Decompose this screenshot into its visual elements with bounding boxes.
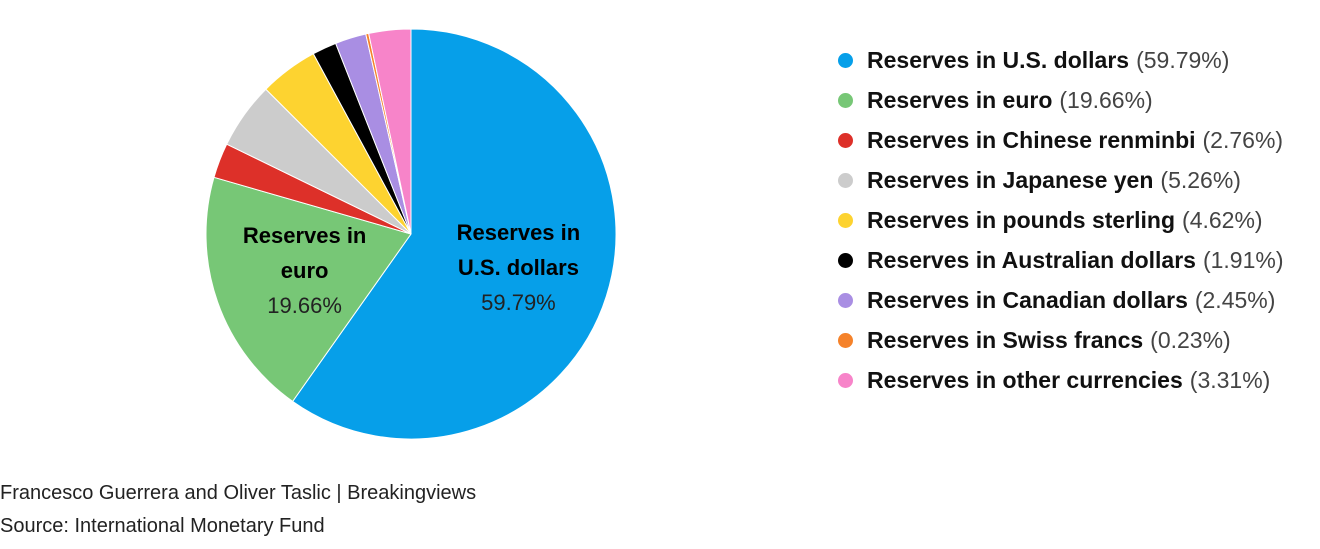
legend-item: Reserves in Swiss francs (0.23%) xyxy=(838,320,1284,360)
pie-slice xyxy=(291,28,617,440)
legend-name: Reserves in Chinese renminbi xyxy=(867,126,1196,153)
legend-value: (59.79%) xyxy=(1136,46,1230,73)
pie-chart xyxy=(205,28,617,440)
legend-value: (2.76%) xyxy=(1202,126,1284,153)
legend-name: Reserves in Japanese yen xyxy=(867,166,1154,193)
pie-slice xyxy=(205,176,412,403)
legend-swatch xyxy=(838,172,853,188)
slice-value: 19.66% xyxy=(267,293,342,319)
legend-item: Reserves in Canadian dollars (2.45%) xyxy=(838,280,1284,320)
legend-name: Reserves in euro xyxy=(867,86,1053,113)
legend-swatch xyxy=(838,252,853,268)
legend-name: Reserves in Canadian dollars xyxy=(867,286,1188,313)
legend-swatch xyxy=(838,132,853,148)
legend-item: Reserves in euro (19.66%) xyxy=(838,80,1284,120)
legend-value: (1.91%) xyxy=(1202,246,1284,273)
slice-label: Reserves in U.S. dollars 59.79% xyxy=(433,215,603,321)
legend-name: Reserves in other currencies xyxy=(867,366,1183,393)
legend-swatch xyxy=(838,292,853,308)
legend-name: Reserves in U.S. dollars xyxy=(867,46,1130,73)
legend-swatch xyxy=(838,92,853,108)
legend-name: Reserves in Australian dollars xyxy=(867,246,1196,273)
legend-value: (4.62%) xyxy=(1182,206,1263,233)
legend-item: Reserves in U.S. dollars (59.79%) xyxy=(838,40,1284,80)
legend-value: (2.45%) xyxy=(1194,286,1276,313)
legend-name: Reserves in pounds sterling xyxy=(867,206,1176,233)
slice-value: 59.79% xyxy=(481,290,556,316)
legend-value: (5.26%) xyxy=(1160,166,1241,193)
source: Source: International Monetary Fund xyxy=(0,515,325,537)
legend-name: Reserves in Swiss francs xyxy=(867,326,1144,353)
legend-swatch xyxy=(838,52,853,68)
legend-item: Reserves in Chinese renminbi (2.76%) xyxy=(838,120,1284,160)
credit: Francesco Guerrera and Oliver Taslic | B… xyxy=(0,482,477,504)
slice-label: Reserves in euro 19.66% xyxy=(220,218,390,324)
legend: Reserves in U.S. dollars (59.79%) Reserves… xyxy=(838,40,1284,400)
slice-name: Reserves in U.S. dollars xyxy=(456,220,581,281)
legend-item: Reserves in pounds sterling (4.62%) xyxy=(838,200,1284,240)
legend-item: Reserves in Australian dollars (1.91%) xyxy=(838,240,1284,280)
slice-name: Reserves in euro xyxy=(242,223,367,284)
legend-value: (19.66%) xyxy=(1059,86,1153,113)
pie-slice xyxy=(368,28,412,235)
legend-item: Reserves in other currencies (3.31%) xyxy=(838,360,1284,400)
legend-item: Reserves in Japanese yen (5.26%) xyxy=(838,160,1284,200)
legend-swatch xyxy=(838,212,853,228)
legend-value: (0.23%) xyxy=(1150,326,1231,353)
legend-swatch xyxy=(838,332,853,348)
legend-swatch xyxy=(838,372,853,388)
legend-value: (3.31%) xyxy=(1189,366,1271,393)
